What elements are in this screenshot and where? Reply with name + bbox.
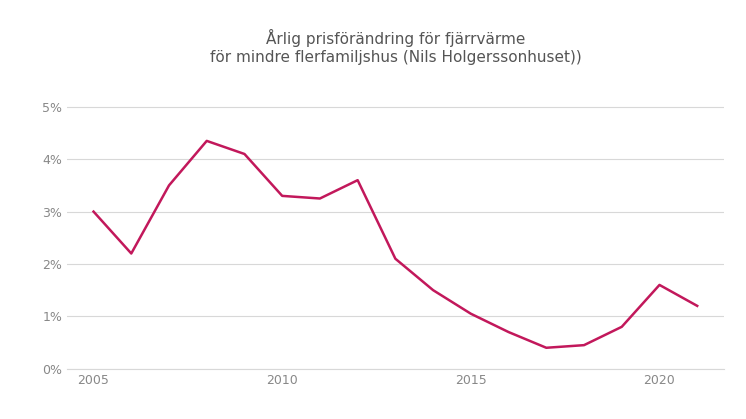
Title: Årlig prisförändring för fjärrvärme
för mindre flerfamiljshus (Nils Holgerssonhu: Årlig prisförändring för fjärrvärme för … <box>210 29 581 65</box>
